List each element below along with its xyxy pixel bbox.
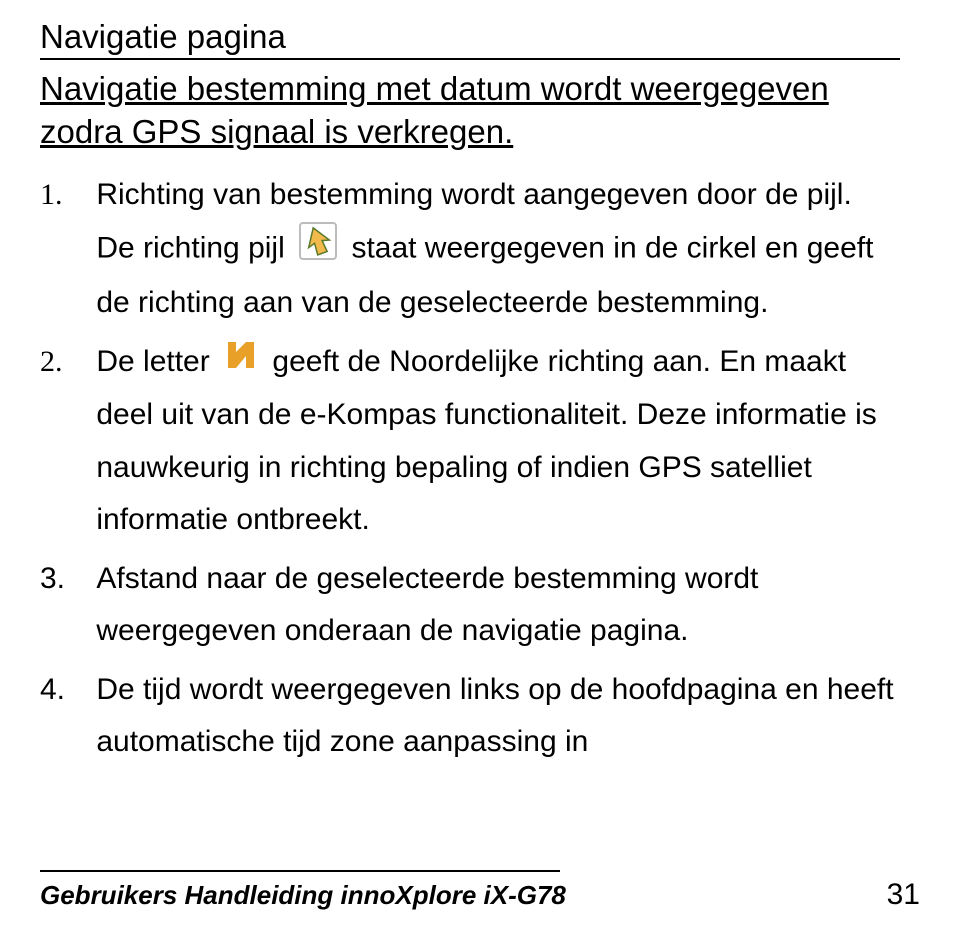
document-page: Navigatie pagina Navigatie bestemming me… [0,0,960,940]
page-number: 31 [887,878,920,912]
footer-rule [40,870,560,872]
subheading-line-2: zodra GPS signaal is verkregen. [40,113,900,151]
page-heading: Navigatie pagina [40,18,900,56]
item-body: De tijd wordt weergegeven links op de ho… [96,664,896,769]
item-body: De letter geeft de Noordelijke richting … [96,336,896,547]
item-number: 4. [40,664,88,717]
arrow-box-icon [299,222,337,278]
item-body: Richting van bestemming wordt aangegeven… [96,169,896,330]
item-body: Afstand naar de geselecteerde bestemming… [96,553,896,658]
numbered-list: 1. Richting van bestemming wordt aangege… [40,169,900,768]
item-text: De tijd wordt weergegeven links op de ho… [96,673,893,759]
n-letter-icon [224,337,258,390]
footer-row: Gebruikers Handleiding innoXplore iX-G78… [40,878,920,912]
item-text-pre: De letter [96,345,218,378]
item-number: 2. [40,336,88,389]
list-item: 1. Richting van bestemming wordt aangege… [40,169,900,330]
list-item: 2. De letter geeft de Noordelijke richti… [40,336,900,547]
list-item: 3. Afstand naar de geselecteerde bestemm… [40,553,900,658]
subheading-line-1: Navigatie bestemming met datum wordt wee… [40,68,900,109]
list-item: 4. De tijd wordt weergegeven links op de… [40,664,900,769]
page-footer: Gebruikers Handleiding innoXplore iX-G78… [40,870,920,912]
footer-text: Gebruikers Handleiding innoXplore iX-G78 [40,880,566,911]
item-number: 3. [40,553,88,606]
item-number: 1. [40,169,88,222]
top-rule [40,58,900,60]
item-text: Afstand naar de geselecteerde bestemming… [96,562,758,648]
